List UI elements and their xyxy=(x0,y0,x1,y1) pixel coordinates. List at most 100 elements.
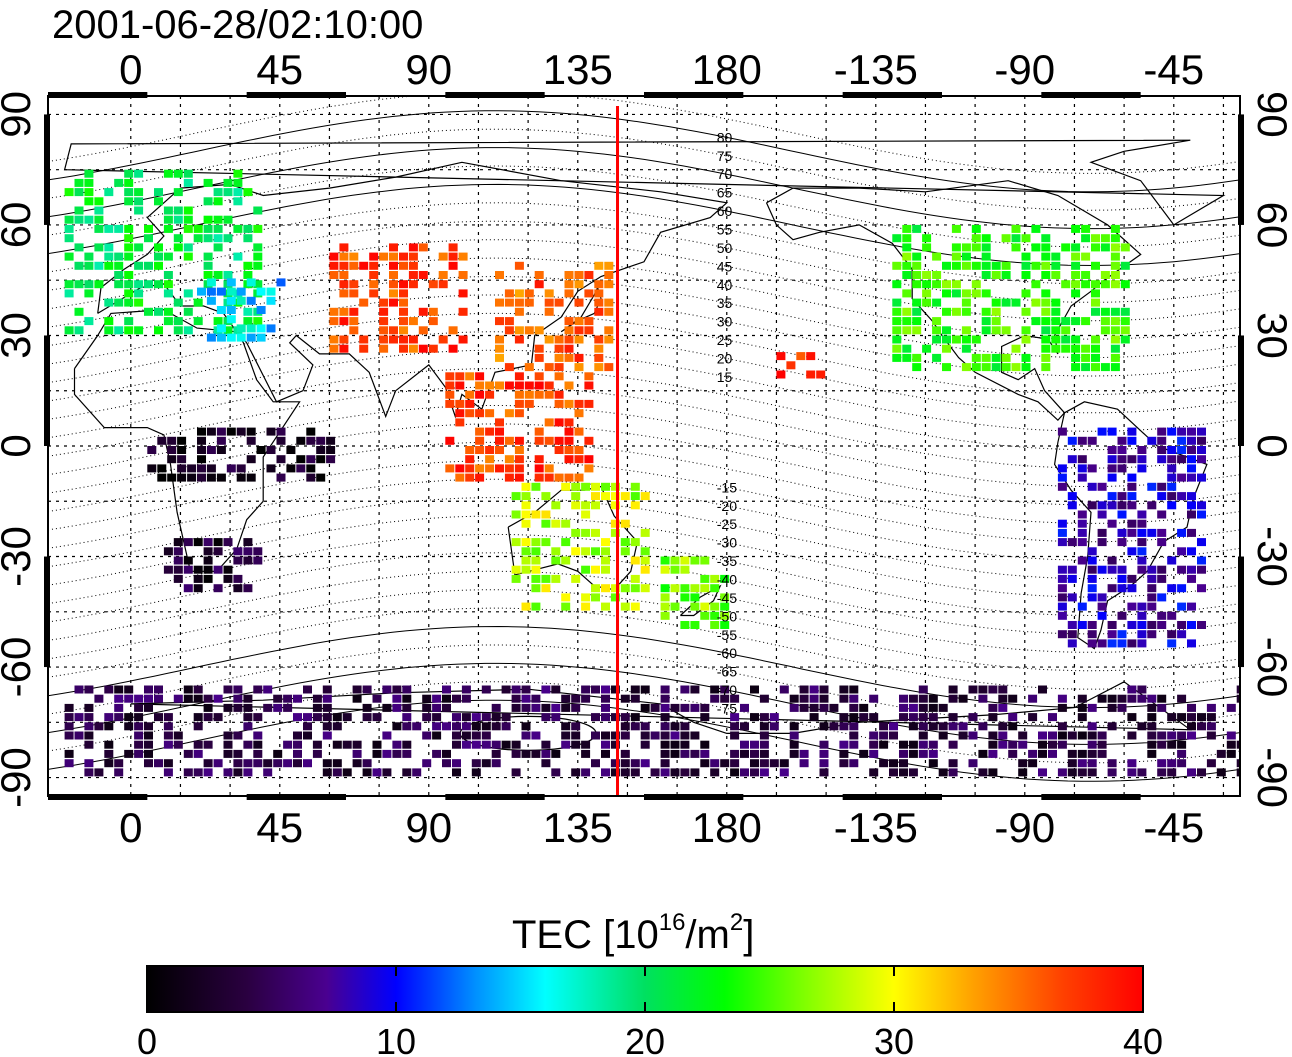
tec-block xyxy=(1077,519,1087,528)
tec-block xyxy=(471,759,481,768)
tec-block xyxy=(1120,261,1130,270)
tec-block xyxy=(581,768,591,777)
tec-block xyxy=(193,234,203,243)
tec-block xyxy=(1057,602,1067,611)
tec-block xyxy=(157,436,167,445)
tec-block xyxy=(442,749,451,758)
tec-block xyxy=(988,749,998,758)
tec-block xyxy=(465,446,475,454)
tec-block xyxy=(1127,621,1137,629)
tec-block xyxy=(680,593,690,602)
tec-block xyxy=(495,446,504,454)
tec-block xyxy=(1097,528,1107,537)
tec-block xyxy=(206,287,216,296)
tec-block xyxy=(458,252,468,261)
left-lat-tick-label: -60 xyxy=(0,637,39,698)
contour-labels: 8075706560555045403530252015-15-20-25-30… xyxy=(717,129,737,716)
tec-block xyxy=(892,353,902,362)
tec-block xyxy=(1177,749,1187,758)
tec-block xyxy=(680,731,690,740)
tec-block xyxy=(1091,261,1100,270)
tec-block xyxy=(329,252,339,261)
tec-block xyxy=(1091,243,1100,252)
tec-block xyxy=(574,280,584,289)
left-lat-tick-label: -30 xyxy=(0,526,39,587)
tec-block xyxy=(283,759,293,768)
tec-block xyxy=(1100,363,1110,372)
contour-label: -55 xyxy=(717,627,737,643)
tec-block xyxy=(114,759,124,768)
tec-block xyxy=(84,289,94,298)
tec-block xyxy=(495,436,504,445)
tec-block xyxy=(670,768,680,777)
tec-block xyxy=(1067,501,1077,510)
tec-block xyxy=(961,335,971,344)
tec-block xyxy=(521,538,531,547)
tec-block xyxy=(1177,602,1187,611)
tec-block xyxy=(1127,685,1137,694)
tec-block xyxy=(173,243,183,252)
tec-block xyxy=(177,473,187,482)
tec-block xyxy=(601,547,610,556)
tec-block xyxy=(1071,261,1081,270)
tec-block xyxy=(293,749,302,758)
tec-block xyxy=(1157,694,1167,703)
tec-block xyxy=(84,215,94,224)
tec-block xyxy=(1067,768,1077,777)
tec-block xyxy=(680,722,690,731)
tec-block xyxy=(94,261,104,270)
tec-block xyxy=(352,740,362,749)
tec-block xyxy=(700,740,710,749)
tec-block xyxy=(849,731,859,740)
tec-block xyxy=(928,694,938,703)
tec-block xyxy=(163,740,173,749)
tec-block xyxy=(928,703,938,712)
tec-block xyxy=(604,298,614,307)
tec-block xyxy=(998,722,1008,731)
tec-block xyxy=(273,749,283,758)
tec-block xyxy=(64,224,74,233)
tec-block xyxy=(392,740,402,749)
tec-block xyxy=(594,280,604,289)
tec-block xyxy=(899,713,908,722)
tec-block xyxy=(981,307,991,316)
tec-block xyxy=(610,519,620,528)
tec-block xyxy=(1127,584,1137,593)
tec-block xyxy=(124,289,134,298)
tec-block xyxy=(591,528,600,537)
tec-block xyxy=(402,740,412,749)
tec-block xyxy=(604,307,614,316)
tec-block xyxy=(1157,740,1167,749)
tec-block xyxy=(213,243,223,252)
tec-block xyxy=(1100,234,1110,243)
tec-block xyxy=(1187,446,1196,454)
tec-block xyxy=(544,418,554,427)
tec-block xyxy=(134,280,144,289)
tec-block xyxy=(399,298,408,307)
tec-block xyxy=(584,317,594,326)
tec-block xyxy=(1071,224,1081,233)
tec-block xyxy=(1236,685,1240,694)
tec-block xyxy=(938,703,948,712)
tec-block xyxy=(213,215,223,224)
tec-block xyxy=(1097,639,1107,648)
tec-block xyxy=(620,713,630,722)
tec-block xyxy=(114,271,124,279)
tec-block xyxy=(710,685,720,694)
tec-block xyxy=(177,464,187,473)
tec-block xyxy=(574,399,584,408)
tec-block xyxy=(958,731,968,740)
tec-block xyxy=(561,556,571,565)
tec-block xyxy=(1107,519,1117,528)
tec-block xyxy=(402,685,412,694)
tec-block xyxy=(1147,593,1157,602)
tec-block xyxy=(1177,759,1187,768)
tec-block xyxy=(485,427,495,436)
tec-block xyxy=(1107,722,1117,731)
tec-block xyxy=(889,768,898,777)
tec-block xyxy=(1081,363,1091,372)
tec-block xyxy=(902,252,912,261)
tec-block xyxy=(1067,749,1077,758)
tec-block xyxy=(134,326,144,335)
tec-block xyxy=(1107,639,1117,648)
